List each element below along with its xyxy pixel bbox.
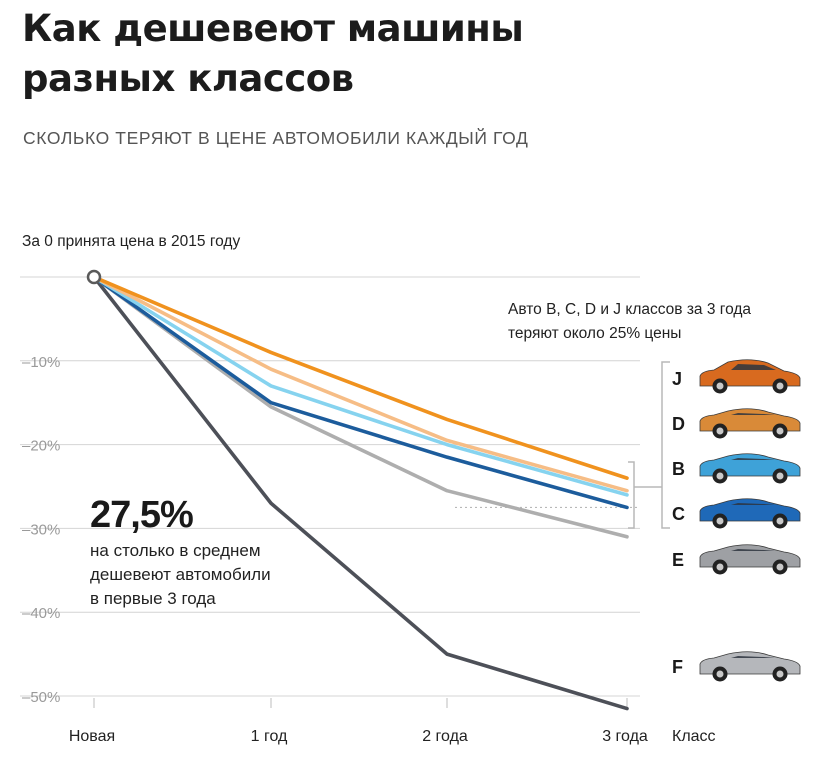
legend-label-E: E bbox=[672, 550, 684, 570]
car-rim bbox=[716, 563, 724, 571]
car-rim bbox=[716, 670, 724, 678]
series-line-F bbox=[92, 275, 629, 711]
series-line-B bbox=[92, 275, 629, 497]
x-tick-label: 2 года bbox=[422, 728, 468, 745]
car-window bbox=[731, 503, 776, 505]
y-tick-label: –30% bbox=[22, 521, 60, 538]
car-rim bbox=[716, 517, 724, 525]
car-rim bbox=[776, 472, 784, 480]
x-tick-label: Новая bbox=[69, 728, 115, 745]
y-tick-label: –50% bbox=[22, 689, 60, 706]
group-note-line: Авто B, C, D и J классов за 3 года bbox=[508, 301, 751, 318]
car-window bbox=[731, 656, 776, 658]
car-rim bbox=[776, 517, 784, 525]
group-note-line: теряют около 25% цены bbox=[508, 325, 681, 342]
class-axis-label: Класс bbox=[672, 728, 716, 745]
y-tick-label: –20% bbox=[22, 438, 60, 455]
origin-marker bbox=[86, 269, 102, 285]
car-rim bbox=[776, 382, 784, 390]
average-text-line: на столько в среднем bbox=[90, 541, 261, 560]
y-tick-label: –40% bbox=[22, 605, 60, 622]
car-window bbox=[731, 549, 776, 551]
average-value: 27,5% bbox=[90, 494, 193, 536]
suv-icon bbox=[699, 359, 801, 387]
legend-label-F: F bbox=[672, 657, 683, 677]
car-rim bbox=[776, 427, 784, 435]
car-window bbox=[731, 413, 776, 415]
car-window bbox=[731, 458, 776, 460]
average-text-line: дешевеют автомобили bbox=[90, 565, 271, 584]
car-rim bbox=[776, 670, 784, 678]
chart-note: За 0 принята цена в 2015 году bbox=[22, 233, 240, 250]
x-tick-label: 1 год bbox=[251, 728, 288, 745]
series-line-C bbox=[92, 275, 629, 510]
y-tick-label: –10% bbox=[22, 354, 60, 371]
group-bracket bbox=[628, 461, 635, 529]
chart-subtitle: СКОЛЬКО ТЕРЯЮТ В ЦЕНЕ АВТОМОБИЛИ КАЖДЫЙ … bbox=[23, 128, 529, 148]
car-rim bbox=[716, 382, 724, 390]
car-rim bbox=[776, 563, 784, 571]
legend-bracket bbox=[661, 361, 670, 529]
x-tick-label: 3 года bbox=[602, 728, 648, 745]
car-rim bbox=[716, 427, 724, 435]
series-line-J bbox=[92, 275, 629, 480]
legend-label-D: D bbox=[672, 414, 685, 434]
series-line-D bbox=[92, 275, 629, 493]
legend-label-C: C bbox=[672, 504, 685, 524]
car-window bbox=[731, 364, 776, 370]
chart-title: Как дешевеют машины разных классов bbox=[22, 7, 524, 100]
average-text-line: в первые 3 года bbox=[90, 589, 216, 608]
legend-label-J: J bbox=[672, 369, 682, 389]
legend-label-B: B bbox=[672, 459, 685, 479]
car-rim bbox=[716, 472, 724, 480]
